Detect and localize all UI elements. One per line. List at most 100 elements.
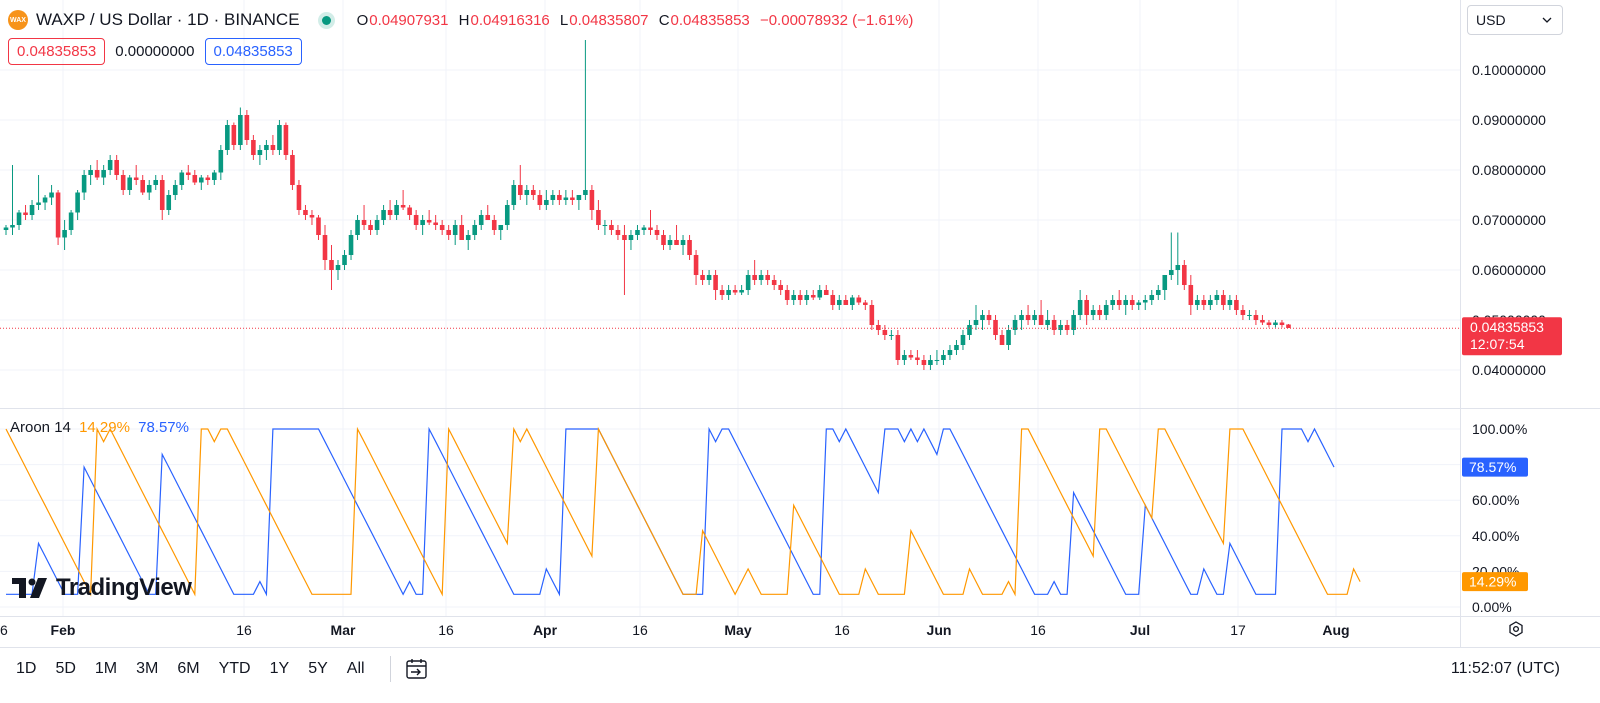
candle bbox=[1221, 290, 1226, 310]
candle bbox=[778, 280, 783, 295]
range-button-1y[interactable]: 1Y bbox=[269, 660, 290, 677]
symbol-title[interactable]: WAXP / US Dollar · 1D · BINANCE bbox=[36, 10, 300, 29]
candle-body bbox=[836, 300, 842, 305]
candle-body bbox=[348, 235, 354, 255]
range-button-ytd[interactable]: YTD bbox=[218, 660, 251, 677]
candle bbox=[1182, 260, 1187, 290]
candle-body bbox=[42, 197, 48, 203]
range-button-5y[interactable]: 5Y bbox=[308, 660, 328, 677]
aroon-legend[interactable]: Aroon 14 14.29% 78.57% bbox=[10, 419, 189, 436]
range-button-5d[interactable]: 5D bbox=[55, 660, 76, 677]
candle bbox=[1273, 320, 1278, 328]
utc-clock[interactable]: 11:52:07 (UTC) bbox=[1450, 660, 1560, 677]
aroon-tick-label: 40.00% bbox=[1472, 528, 1519, 544]
date-range-icon[interactable] bbox=[405, 658, 429, 680]
candle bbox=[205, 175, 211, 185]
candle bbox=[758, 270, 764, 285]
candle bbox=[739, 285, 744, 295]
candle-body bbox=[1064, 325, 1070, 330]
candle bbox=[1253, 310, 1259, 325]
candle bbox=[55, 190, 61, 245]
candle bbox=[1064, 320, 1070, 335]
aroon-tick-label: 60.00% bbox=[1472, 492, 1519, 508]
candle bbox=[114, 155, 119, 180]
range-button-all[interactable]: All bbox=[346, 660, 365, 677]
candle bbox=[1077, 290, 1083, 320]
candle-body bbox=[693, 255, 699, 275]
candle-body bbox=[941, 355, 946, 360]
candle bbox=[16, 210, 22, 230]
candle bbox=[1019, 310, 1024, 330]
time-tick-label: 16 bbox=[0, 622, 8, 638]
candle-body bbox=[1149, 295, 1155, 300]
candle-body bbox=[596, 210, 601, 225]
candle bbox=[420, 215, 425, 235]
candle-body bbox=[654, 230, 660, 235]
candle bbox=[661, 230, 666, 250]
candle-body bbox=[622, 235, 627, 240]
candle-body bbox=[1227, 300, 1233, 305]
candle-body bbox=[433, 222, 438, 225]
time-tick-label: Mar bbox=[331, 622, 356, 638]
candle-body bbox=[1208, 300, 1213, 305]
candle-body bbox=[172, 185, 178, 195]
candle-body bbox=[485, 215, 491, 220]
candle bbox=[1136, 300, 1142, 310]
aroon-tick-label: 100.00% bbox=[1472, 421, 1527, 437]
candle bbox=[583, 40, 588, 200]
candle bbox=[1168, 232, 1174, 280]
time-tick-label: 16 bbox=[1030, 622, 1046, 638]
sell-price-box[interactable]: 0.04835853 bbox=[8, 38, 106, 65]
aroon-down-value: 14.29% bbox=[1469, 574, 1516, 590]
candle-body bbox=[218, 150, 224, 173]
candle-body bbox=[635, 230, 640, 235]
grid-lines bbox=[0, 0, 1460, 616]
range-button-1d[interactable]: 1D bbox=[16, 660, 37, 677]
candle bbox=[342, 250, 347, 270]
range-button-1m[interactable]: 1M bbox=[94, 660, 118, 677]
candle bbox=[322, 225, 328, 270]
candle-body bbox=[960, 335, 966, 345]
candle-body bbox=[212, 172, 217, 180]
candle bbox=[934, 350, 940, 365]
candle-body bbox=[1045, 320, 1050, 325]
order-boxes: 0.04835853 0.00000000 0.04835853 bbox=[8, 38, 302, 65]
candle bbox=[797, 290, 803, 305]
candle bbox=[225, 120, 230, 155]
candle bbox=[589, 185, 595, 220]
candle bbox=[570, 190, 575, 205]
candle bbox=[902, 350, 907, 365]
candle-body bbox=[1032, 315, 1037, 320]
candle bbox=[1116, 290, 1122, 310]
candle-body bbox=[563, 197, 569, 200]
candle-body bbox=[700, 275, 705, 280]
price-axis[interactable]: 0.10000000 0.09000000 0.08000000 0.07000000… bbox=[1472, 62, 1546, 378]
chart[interactable]: 0.10000000 0.09000000 0.08000000 0.07000000… bbox=[0, 0, 1600, 648]
candle bbox=[1208, 295, 1213, 310]
range-button-6m[interactable]: 6M bbox=[177, 660, 200, 677]
candle bbox=[62, 220, 67, 250]
tradingview-logo[interactable]: TradingView bbox=[12, 574, 192, 602]
buy-price-box[interactable]: 0.04835853 bbox=[204, 38, 302, 65]
candle bbox=[1227, 295, 1233, 310]
candle bbox=[10, 165, 15, 235]
candle-body bbox=[1129, 300, 1135, 305]
candle-body bbox=[973, 320, 979, 325]
candle-body bbox=[602, 225, 608, 226]
candle-body bbox=[192, 175, 198, 183]
aroon-up-badge bbox=[1462, 457, 1528, 477]
candle-body bbox=[1084, 300, 1089, 315]
candle-body bbox=[101, 170, 106, 178]
time-axis[interactable]: Feb 16 Mar 16 Apr 16 May 16 Jun 16 Jul 17 Aug 16 bbox=[0, 622, 1350, 638]
candle bbox=[563, 190, 569, 205]
candle bbox=[615, 225, 621, 240]
aroon-down-badge bbox=[1462, 572, 1528, 592]
candle bbox=[973, 305, 979, 330]
candle-body bbox=[81, 175, 87, 193]
candle-body bbox=[205, 177, 211, 180]
settings-icon[interactable] bbox=[1509, 621, 1523, 637]
range-button-3m[interactable]: 3M bbox=[136, 660, 159, 677]
candle bbox=[1201, 295, 1207, 310]
candle bbox=[446, 225, 451, 240]
currency-select[interactable]: USD bbox=[1467, 5, 1563, 35]
